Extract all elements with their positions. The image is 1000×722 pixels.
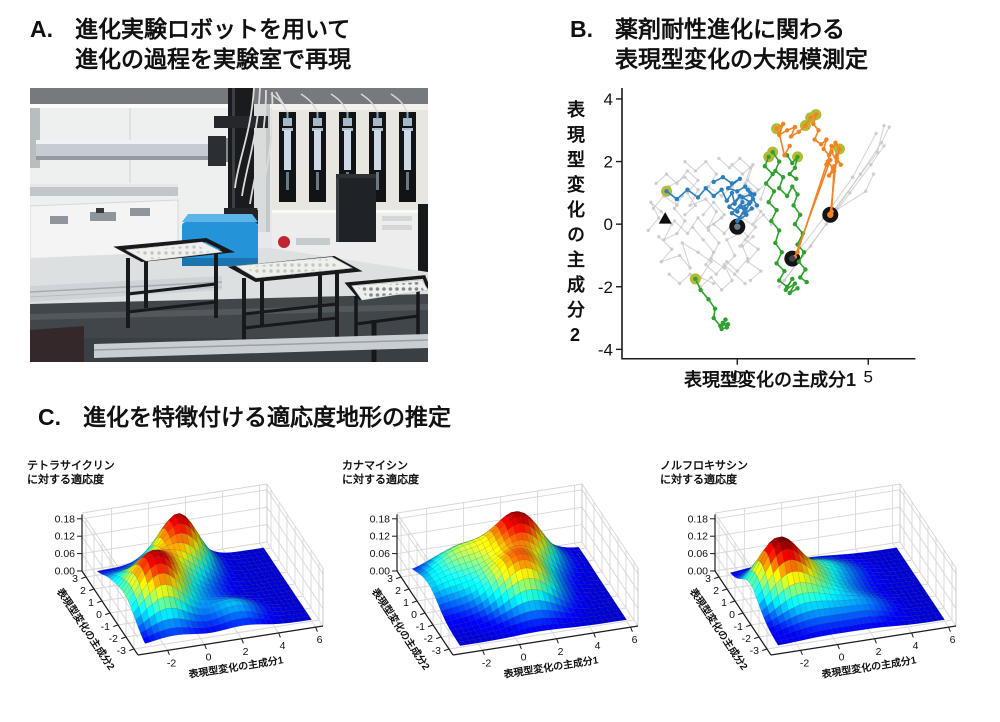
panel-c-title-line: 進化を特徴付ける適応度地形の推定 xyxy=(83,404,451,430)
panel-a-title-line1: 進化実験ロボットを用いて xyxy=(75,16,351,42)
black-module xyxy=(336,178,376,242)
scatter-x-axis-label: 表現型変化の主成分1 xyxy=(683,370,856,390)
svg-text:0: 0 xyxy=(733,368,742,387)
red-logo xyxy=(278,236,290,248)
svg-text:4: 4 xyxy=(604,90,613,109)
panel-b-title-line1: 薬剤耐性進化に関わる xyxy=(615,16,845,42)
pca-scatter-plot: 0 5 -4 -2 0 2 4 xyxy=(598,88,916,387)
surface-title-1: テトラサイクリン に対する適応度 xyxy=(27,460,115,486)
surface-canvas-1 xyxy=(15,452,350,722)
panel-a-label: A. xyxy=(30,16,53,42)
panel-b-label: B. xyxy=(570,16,593,42)
svg-text:2: 2 xyxy=(604,153,613,172)
scatter-y-axis-label: 表現型変化の主成分2 xyxy=(565,100,585,352)
svg-text:5: 5 xyxy=(864,368,873,387)
left-machine-panel xyxy=(29,108,242,265)
panel-a-title-line2: 進化の過程を実験室で再現 xyxy=(75,46,351,72)
surface-title-3: ノルフロキサシン に対する適応度 xyxy=(660,460,748,486)
svg-text:-2: -2 xyxy=(598,278,613,297)
svg-text:0: 0 xyxy=(604,215,613,234)
svg-text:-4: -4 xyxy=(598,340,613,359)
pipetting-arm xyxy=(208,88,268,224)
surface-canvas-3 xyxy=(648,452,983,722)
panel-a-title: A. 進化実験ロボットを用いて 進化の過程を実験室で再現 xyxy=(30,14,351,74)
surface-title-2: カナマイシン に対する適応度 xyxy=(342,460,419,486)
robot-photo xyxy=(29,87,431,362)
panel-b-title-line2: 表現型変化の大規模測定 xyxy=(615,46,868,72)
surface-canvas-2 xyxy=(330,452,665,722)
panel-b-title: B. 薬剤耐性進化に関わる 表現型変化の大規模測定 xyxy=(570,14,868,74)
panel-c-title: C. 進化を特徴付ける適応度地形の推定 xyxy=(38,402,451,432)
panel-c-label: C. xyxy=(38,404,61,430)
fitness-landscape-kanamycin: カナマイシン に対する適応度 xyxy=(330,452,665,722)
robot-photo-svg xyxy=(29,87,431,362)
fitness-landscape-norfloxacin: ノルフロキサシン に対する適応度 xyxy=(648,452,983,722)
fitness-landscape-tetracycline: テトラサイクリン に対する適応度 xyxy=(15,452,350,722)
